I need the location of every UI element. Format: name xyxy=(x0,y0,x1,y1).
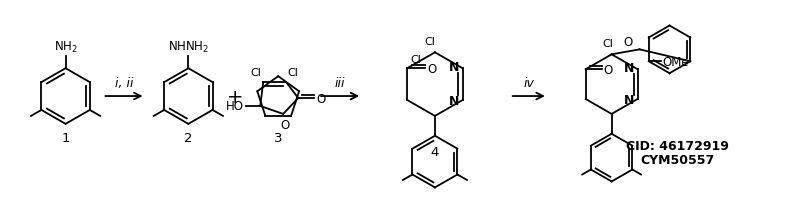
Text: CID: 46172919: CID: 46172919 xyxy=(626,139,729,152)
Text: 4: 4 xyxy=(430,145,439,158)
Text: +: + xyxy=(227,87,243,106)
Text: HO: HO xyxy=(226,100,244,113)
Text: 2: 2 xyxy=(184,131,193,144)
Text: i, ii: i, ii xyxy=(114,77,134,90)
Text: O: O xyxy=(427,62,437,75)
Text: N: N xyxy=(624,93,634,106)
Text: N: N xyxy=(624,61,634,74)
Text: O: O xyxy=(604,63,613,76)
Text: 1: 1 xyxy=(62,131,70,144)
Text: O: O xyxy=(623,36,632,49)
Text: NH$_2$: NH$_2$ xyxy=(54,40,78,55)
Text: N: N xyxy=(450,94,460,107)
Text: O: O xyxy=(316,92,326,105)
Text: OMe: OMe xyxy=(662,55,690,68)
Text: 3: 3 xyxy=(274,131,282,144)
Text: Cl: Cl xyxy=(602,39,613,49)
Text: iii: iii xyxy=(335,77,346,90)
Text: Cl: Cl xyxy=(425,37,435,47)
Text: Cl: Cl xyxy=(287,68,298,78)
Text: O: O xyxy=(281,118,290,131)
Text: Cl: Cl xyxy=(410,55,421,65)
Text: iv: iv xyxy=(523,77,534,90)
Text: CYM50557: CYM50557 xyxy=(640,153,714,166)
Text: Cl: Cl xyxy=(250,68,262,78)
Text: N: N xyxy=(450,60,460,73)
Text: NHNH$_2$: NHNH$_2$ xyxy=(168,40,209,55)
